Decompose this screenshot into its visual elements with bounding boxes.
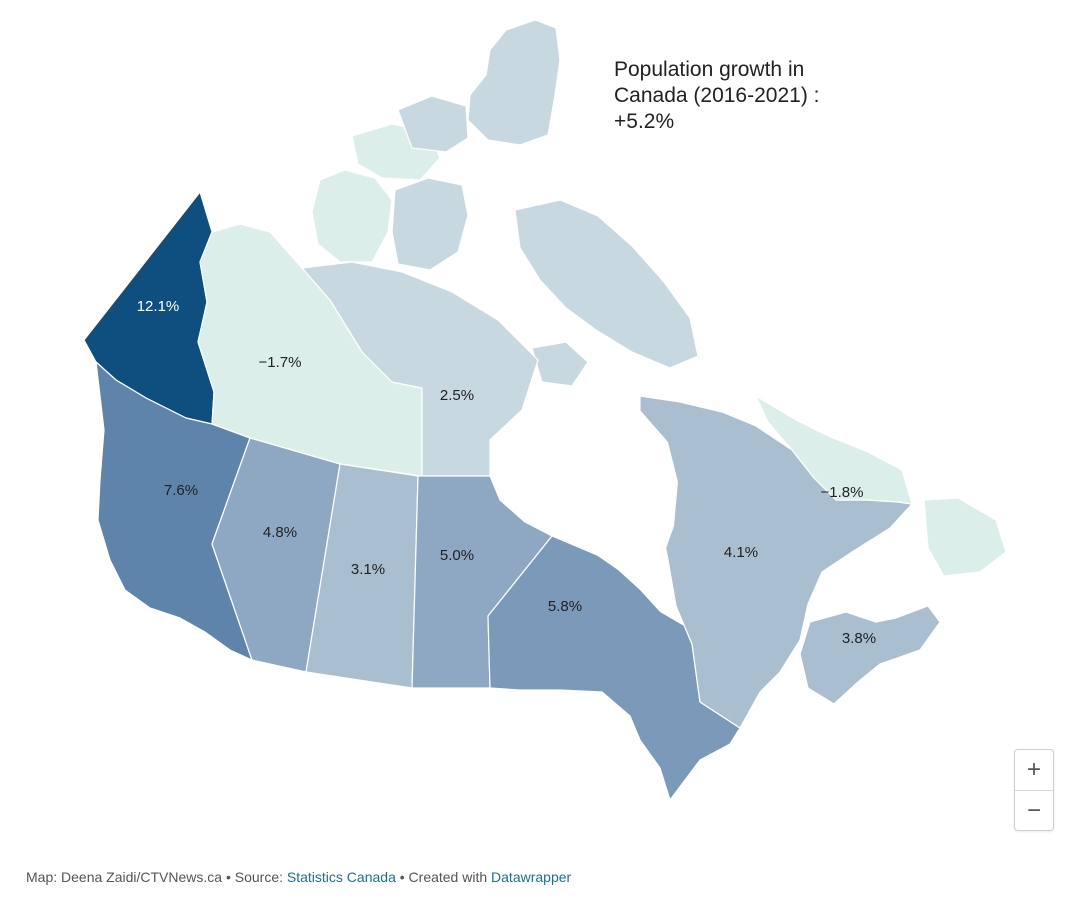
- label-saskatchewan: 3.1%: [351, 561, 385, 578]
- footer-middle: • Created with: [395, 869, 492, 885]
- region-maritimes[interactable]: [799, 605, 941, 705]
- footer-prefix: Map: Deena Zaidi/CTVNews.ca • Source:: [26, 869, 287, 885]
- label-ontario: 5.8%: [548, 598, 582, 615]
- region-newfoundland-island[interactable]: [923, 497, 1007, 577]
- zoom-out-button[interactable]: −: [1015, 790, 1053, 830]
- label-northwest-territories: −1.7%: [259, 354, 302, 371]
- map-title-line-1: Population growth in: [614, 58, 805, 81]
- label-manitoba: 5.0%: [440, 547, 474, 564]
- region-nunavut-ellesmere[interactable]: [467, 19, 561, 146]
- region-nunavut-mainland[interactable]: [301, 261, 539, 477]
- label-maritimes: 3.8%: [842, 630, 876, 647]
- arctic-islands: [311, 19, 699, 387]
- region-nunavut-queen-elizabeth-islands[interactable]: [397, 95, 469, 153]
- zoom-control: + −: [1014, 749, 1054, 831]
- label-british-columbia: 7.6%: [164, 482, 198, 499]
- label-nunavut: 2.5%: [440, 387, 474, 404]
- label-yukon: 12.1%: [137, 298, 180, 315]
- region-newfoundland-and-labrador[interactable]: [755, 395, 913, 505]
- region-nunavut-baffin-island[interactable]: [514, 199, 699, 369]
- canada-choropleth-map: 12.1% −1.7% 2.5% 7.6% 4.8% 3.1% 5.0% 5.8…: [83, 19, 1007, 801]
- region-nwt-banks-island[interactable]: [311, 169, 393, 263]
- footer-credits: Map: Deena Zaidi/CTVNews.ca • Source: St…: [26, 869, 571, 885]
- label-quebec: 4.1%: [724, 544, 758, 561]
- provinces: [83, 191, 1007, 801]
- region-nunavut-southampton-island[interactable]: [531, 341, 589, 387]
- label-newfoundland-and-labrador: −1.8%: [821, 484, 864, 501]
- datawrapper-link[interactable]: Datawrapper: [491, 869, 572, 885]
- region-british-columbia[interactable]: [95, 361, 253, 661]
- source-link[interactable]: Statistics Canada: [286, 869, 396, 885]
- label-alberta: 4.8%: [263, 524, 297, 541]
- region-alberta[interactable]: [211, 437, 341, 673]
- map-title-line-3: +5.2%: [614, 110, 675, 133]
- map-title: Population growth in Canada (2016-2021) …: [614, 57, 874, 135]
- zoom-in-button[interactable]: +: [1026, 756, 1041, 783]
- hudson-bay: [490, 404, 684, 626]
- map-title-line-2: Canada (2016-2021) :: [614, 84, 820, 107]
- value-labels: 12.1% −1.7% 2.5% 7.6% 4.8% 3.1% 5.0% 5.8…: [137, 298, 876, 647]
- region-nunavut-victoria-island[interactable]: [391, 177, 469, 271]
